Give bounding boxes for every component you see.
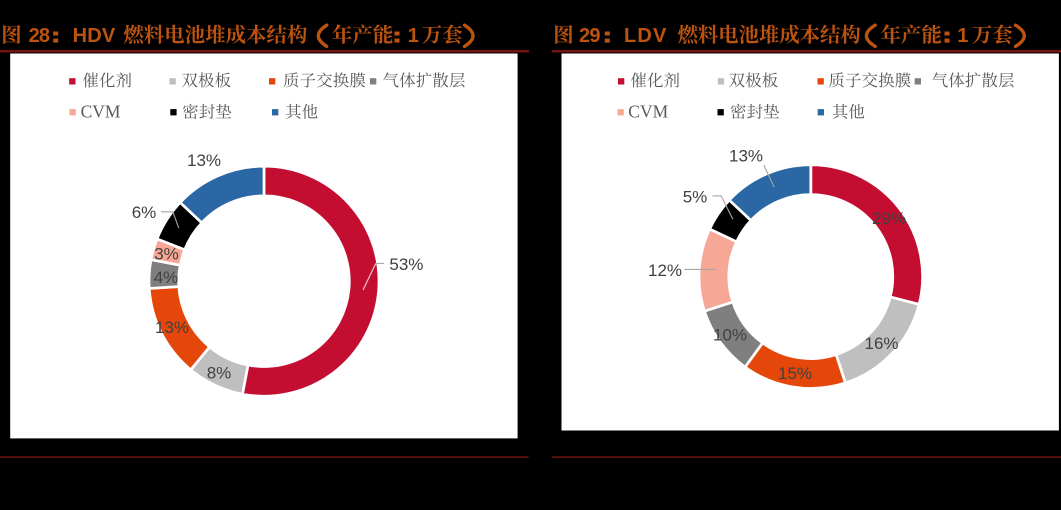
svg-text:1: 1 [957, 25, 968, 47]
svg-text:5%: 5% [683, 188, 708, 207]
svg-text:15%: 15% [778, 364, 812, 383]
svg-text:28: 28 [29, 25, 50, 47]
svg-text:4%: 4% [154, 268, 179, 287]
svg-text:13%: 13% [155, 318, 189, 337]
svg-text:29%: 29% [872, 209, 906, 228]
svg-text:8%: 8% [207, 364, 232, 383]
svg-text:13%: 13% [187, 151, 221, 170]
svg-text:53%: 53% [389, 255, 423, 274]
svg-text:1: 1 [408, 25, 419, 47]
svg-text:6%: 6% [132, 203, 157, 222]
svg-text:29: 29 [579, 25, 600, 47]
svg-text:13%: 13% [729, 147, 763, 166]
svg-text:3%: 3% [154, 245, 179, 264]
svg-text:10%: 10% [713, 326, 747, 345]
svg-text:HDV: HDV [73, 25, 116, 47]
svg-text:CVM: CVM [628, 102, 668, 122]
svg-text:16%: 16% [864, 334, 898, 353]
svg-text:CVM: CVM [81, 102, 121, 122]
svg-text:LDV: LDV [624, 25, 668, 47]
svg-text:12%: 12% [648, 261, 682, 280]
